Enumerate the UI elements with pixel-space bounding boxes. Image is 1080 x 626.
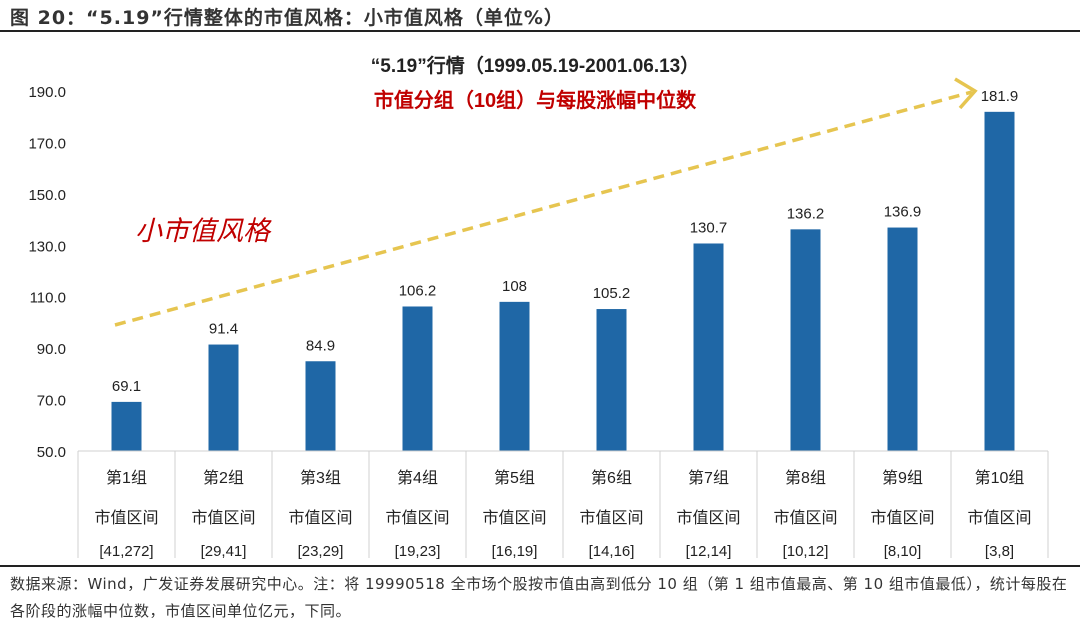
data-label: 91.4 (209, 321, 238, 338)
data-label: 130.7 (690, 219, 728, 236)
bar (984, 111, 1015, 451)
top-divider (0, 30, 1080, 32)
x-tick-label: 市值区间 (870, 509, 934, 527)
x-tick-range: [41,272] (99, 543, 153, 560)
x-tick-group: 第5组 (494, 469, 535, 487)
x-tick-label: 市值区间 (482, 509, 546, 527)
x-tick-group: 第1组 (106, 469, 147, 487)
x-tick-range: [3,8] (985, 543, 1014, 560)
bar (208, 344, 239, 451)
x-tick-range: [12,14] (686, 543, 732, 560)
x-tick-range: [19,23] (395, 543, 441, 560)
bar (499, 301, 530, 451)
x-tick-range: [8,10] (884, 543, 922, 560)
style-annotation: 小市值风格 (135, 216, 272, 246)
bottom-divider (0, 565, 1080, 567)
x-tick-range: [14,16] (589, 543, 635, 560)
data-label: 136.9 (884, 204, 922, 221)
y-tick-label: 90.0 (37, 341, 66, 358)
x-tick-range: [16,19] (492, 543, 538, 560)
x-tick-group: 第2组 (203, 469, 244, 487)
y-tick-label: 170.0 (28, 135, 66, 152)
y-tick-label: 50.0 (37, 444, 66, 461)
x-tick-group: 第10组 (975, 469, 1025, 487)
x-tick-label: 市值区间 (191, 509, 255, 527)
bar (693, 243, 724, 451)
data-label: 181.9 (981, 88, 1019, 105)
y-tick-label: 190.0 (28, 84, 66, 101)
chart-title: “5.19”行情（1999.05.19-2001.06.13） (371, 54, 700, 77)
x-tick-label: 市值区间 (288, 509, 352, 527)
figure-title: 图 20：“5.19”行情整体的市值风格：小市值风格（单位%） (10, 7, 564, 29)
x-tick-label: 市值区间 (773, 509, 837, 527)
x-tick-group: 第3组 (300, 469, 341, 487)
data-label: 106.2 (399, 282, 437, 299)
x-tick-label: 市值区间 (579, 509, 643, 527)
bar (305, 361, 336, 451)
x-tick-group: 第9组 (882, 469, 923, 487)
data-label: 84.9 (306, 337, 335, 354)
x-tick-label: 市值区间 (94, 509, 158, 527)
y-tick-label: 130.0 (28, 238, 66, 255)
trend-arrow (114, 77, 978, 327)
y-tick-label: 150.0 (28, 187, 66, 204)
bar (111, 401, 142, 451)
y-tick-label: 110.0 (30, 290, 66, 307)
x-tick-label: 市值区间 (385, 509, 449, 527)
y-tick-label: 70.0 (37, 393, 66, 410)
data-label: 105.2 (593, 285, 631, 302)
x-tick-label: 市值区间 (967, 509, 1031, 527)
bars: 69.1 91.4 84.9 106.2 108 105.2 130.7 136.2 136.9… (111, 88, 1019, 451)
x-tick-range: [29,41] (201, 543, 247, 560)
x-tick-group: 第7组 (688, 469, 729, 487)
chart-subtitle: 市值分组（10组）与每股涨幅中位数 (374, 88, 697, 112)
x-tick-group: 第8组 (785, 469, 826, 487)
source-note: 数据来源：Wind，广发证券发展研究中心。注：将 19990518 全市场个股按… (10, 575, 1068, 620)
trend-arrow-line (114, 90, 973, 327)
trend-arrow-head (954, 77, 978, 110)
x-tick-group: 第6组 (591, 469, 632, 487)
data-label: 136.2 (787, 205, 825, 222)
x-tick-range: [23,29] (298, 543, 344, 560)
x-tick-group: 第4组 (397, 469, 438, 487)
bar (790, 229, 821, 451)
y-axis: 50.0 70.0 90.0 110.0 130.0 150.0 170.0 190.0 (28, 84, 66, 461)
x-tick-label: 市值区间 (676, 509, 740, 527)
data-label: 69.1 (112, 378, 141, 395)
bar-chart: “5.19”行情（1999.05.19-2001.06.13） 市值分组（10组… (28, 54, 1049, 560)
bar (596, 309, 627, 451)
x-tick-range: [10,12] (783, 543, 829, 560)
bar (887, 227, 918, 451)
data-label: 108 (502, 278, 527, 295)
bar (402, 306, 433, 451)
